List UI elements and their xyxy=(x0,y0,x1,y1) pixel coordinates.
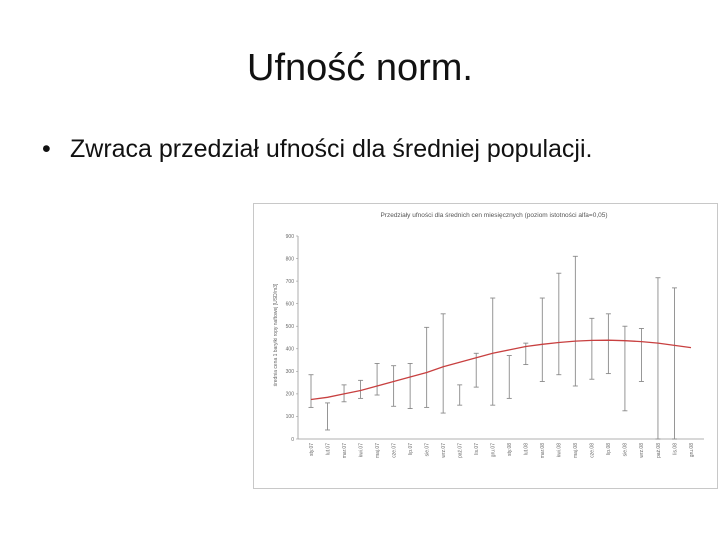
x-tick-label: wrz.08 xyxy=(639,443,645,458)
x-tick-label: paź.07 xyxy=(457,443,463,458)
x-tick-label: lip.07 xyxy=(408,443,414,455)
chart-axes xyxy=(297,236,704,440)
y-tick-label: 0 xyxy=(291,437,294,443)
x-tick-label: lis.07 xyxy=(474,443,480,455)
x-tick-label: maj.07 xyxy=(375,443,381,458)
x-tick-label: lip.08 xyxy=(606,443,612,455)
y-ticks: 0 100 200 300 400 500 600 700 800 900 xyxy=(286,234,298,443)
x-tick-label: lis.08 xyxy=(672,443,678,455)
chart-title: Przedziały ufności dla średnich cen mies… xyxy=(380,212,607,219)
y-tick-label: 300 xyxy=(286,369,295,375)
y-tick-label: 600 xyxy=(286,301,295,307)
y-tick-label: 900 xyxy=(286,234,295,240)
x-tick-label: kwi.08 xyxy=(557,443,563,457)
x-tick-label: sty.07 xyxy=(309,443,315,456)
x-tick-label: paź.08 xyxy=(656,443,662,458)
x-tick-label: gru.08 xyxy=(689,443,695,457)
x-tick-label: sty.08 xyxy=(507,443,513,456)
y-axis-label: średnia cena 1 baryłki ropy naftowej [US… xyxy=(273,283,279,386)
confidence-interval-chart: Przedziały ufności dla średnich cen mies… xyxy=(273,212,704,459)
y-tick-label: 200 xyxy=(286,392,295,398)
bullet-text: Zwraca przedział ufności dla średniej po… xyxy=(70,135,593,163)
x-tick-label: kwi.07 xyxy=(358,443,364,457)
y-tick-label: 800 xyxy=(286,256,295,262)
x-tick-label: mar.08 xyxy=(540,443,546,459)
y-tick-label: 500 xyxy=(286,324,295,330)
x-tick-label: maj.08 xyxy=(573,443,579,458)
y-tick-label: 700 xyxy=(286,279,295,285)
bullet-item: • Zwraca przedział ufności dla średniej … xyxy=(42,132,702,166)
error-bars xyxy=(308,255,677,440)
x-ticks: sty.07 lut.07 mar.07 kwi.07 maj.07 cze.07 lip.… xyxy=(309,443,695,459)
x-tick-label: mar.07 xyxy=(342,443,348,459)
x-tick-label: cze.07 xyxy=(391,443,397,458)
x-tick-label: sie.07 xyxy=(424,443,430,457)
x-tick-label: cze.08 xyxy=(590,443,596,458)
y-tick-label: 400 xyxy=(286,347,295,353)
x-tick-label: wrz.07 xyxy=(441,443,447,458)
mean-line xyxy=(310,339,692,401)
chart-image-frame: Przedziały ufności dla średnich cen mies… xyxy=(253,203,718,489)
slide-title: Ufność norm. xyxy=(247,47,473,89)
bullet-marker: • xyxy=(42,135,51,163)
y-tick-label: 100 xyxy=(286,414,295,420)
mean-series-line xyxy=(310,339,692,401)
x-tick-label: lut.07 xyxy=(325,443,331,455)
x-tick-label: lut.08 xyxy=(524,443,530,455)
x-tick-label: sie.08 xyxy=(623,443,629,457)
x-tick-label: gru.07 xyxy=(491,443,497,457)
